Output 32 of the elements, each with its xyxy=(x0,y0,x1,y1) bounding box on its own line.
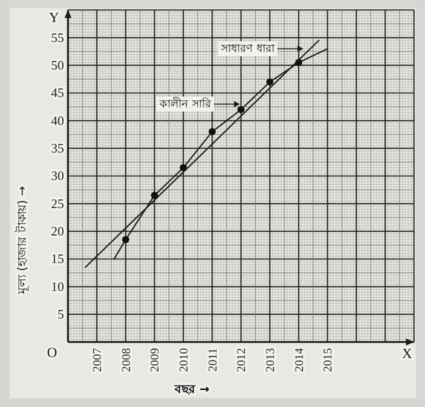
point xyxy=(122,236,130,244)
y-tick-label: 20 xyxy=(51,223,64,238)
x-tick-label: 2013 xyxy=(263,348,278,372)
x-tick-label: 2010 xyxy=(176,348,191,372)
x-tick-label: 2015 xyxy=(320,348,335,372)
x-axis-title: বছর → xyxy=(173,382,210,396)
y-tick-label: 45 xyxy=(51,85,64,100)
point xyxy=(208,128,216,136)
y-tick-label: 35 xyxy=(51,140,64,156)
annotation: কালীন সারি xyxy=(158,98,212,111)
x-tick-label: 2009 xyxy=(148,348,162,372)
y-tick-label: 10 xyxy=(51,278,64,294)
y-tick-label: 40 xyxy=(51,112,64,128)
y-axis-title: মূল্য (হাজার টাকায়) → xyxy=(15,186,30,295)
x-tick-label: 2014 xyxy=(292,348,306,372)
y-tick-label: 30 xyxy=(51,168,64,184)
point xyxy=(150,192,158,199)
x-tick-label: 2012 xyxy=(234,348,248,372)
x-tick-label: 2011 xyxy=(205,348,220,372)
y-tick-label: 50 xyxy=(51,57,64,72)
point xyxy=(237,106,245,114)
y-tick-label: 25 xyxy=(51,196,64,211)
annotation: সাধারণ ধারা xyxy=(220,42,276,56)
x-tick-label: 2008 xyxy=(118,348,133,372)
text: O xyxy=(46,346,58,361)
x-tick-label: 2007 xyxy=(90,348,104,372)
point xyxy=(266,78,274,86)
text: Y xyxy=(48,11,60,26)
y-tick-label: 55 xyxy=(51,30,64,45)
y-tick-label: 5 xyxy=(58,306,64,322)
y-tick-label: 15 xyxy=(51,251,64,266)
text: X xyxy=(402,347,412,362)
